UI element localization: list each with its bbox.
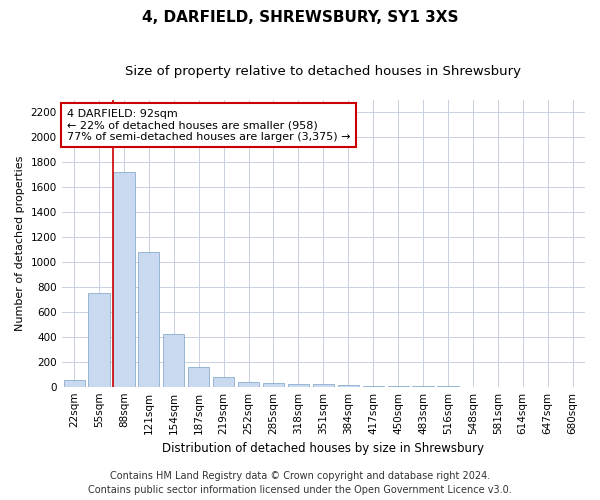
Bar	[113, 172, 134, 386]
Title: Size of property relative to detached houses in Shrewsbury: Size of property relative to detached ho…	[125, 65, 521, 78]
Text: 4, DARFIELD, SHREWSBURY, SY1 3XS: 4, DARFIELD, SHREWSBURY, SY1 3XS	[142, 10, 458, 25]
Bar	[138, 252, 160, 386]
Bar	[163, 334, 184, 386]
Text: Contains HM Land Registry data © Crown copyright and database right 2024.
Contai: Contains HM Land Registry data © Crown c…	[88, 471, 512, 495]
Bar	[64, 380, 85, 386]
X-axis label: Distribution of detached houses by size in Shrewsbury: Distribution of detached houses by size …	[163, 442, 484, 455]
Bar	[313, 384, 334, 386]
Y-axis label: Number of detached properties: Number of detached properties	[15, 156, 25, 331]
Bar	[238, 382, 259, 386]
Bar	[338, 385, 359, 386]
Bar	[213, 378, 234, 386]
Bar	[88, 293, 110, 386]
Bar	[288, 384, 309, 386]
Bar	[263, 383, 284, 386]
Bar	[188, 366, 209, 386]
Text: 4 DARFIELD: 92sqm
← 22% of detached houses are smaller (958)
77% of semi-detache: 4 DARFIELD: 92sqm ← 22% of detached hous…	[67, 108, 350, 142]
